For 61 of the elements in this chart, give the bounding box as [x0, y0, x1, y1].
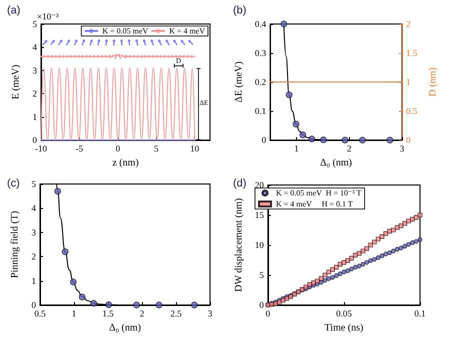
y-tick-label: 0: [32, 300, 36, 310]
x-tick-label: 2.5: [170, 308, 182, 318]
y-tick-label: 0.1: [254, 106, 266, 116]
x-tick-label: 3: [208, 308, 213, 318]
x-tick-label: 2: [140, 308, 144, 318]
y-tick-label: 20: [254, 180, 264, 190]
y-tick-label: 4: [32, 203, 36, 214]
y2-tick-label: 1.5: [406, 48, 418, 58]
y-tick-label: 2: [32, 88, 37, 99]
chart-title: (a): [7, 4, 20, 16]
x-tick-label: 10: [190, 144, 200, 154]
legend-label: K = 4 meV H = 0.1 T: [276, 200, 353, 208]
y-tick-label: 15: [254, 210, 264, 220]
chart-title: (b): [233, 4, 246, 16]
y-axis-title: E (meV): [10, 64, 22, 100]
y2-tick-label: 0: [406, 135, 411, 146]
x-tick-label: 0: [116, 144, 121, 154]
x-tick-label: 0.5: [34, 308, 46, 318]
x-tick-label: 1: [294, 144, 299, 154]
x-tick-label: -5: [76, 144, 84, 154]
x-tick-label: 0.05: [336, 308, 352, 318]
x-tick-label: 1: [72, 308, 76, 318]
x-tick-label: 2: [347, 144, 352, 154]
y2-axis-title: D (nm): [428, 67, 439, 97]
x-tick-label: 3: [400, 144, 405, 154]
y-tick-label: 5: [32, 19, 38, 29]
legend-label: K = 4 meV: [169, 26, 206, 36]
y-tick-label: 1: [32, 276, 36, 286]
y-tick-label: 0: [32, 135, 38, 146]
y-axis-title: DW displacement (nm): [234, 198, 244, 292]
chart-title: (d): [233, 178, 246, 190]
y-tick-label: 4: [32, 42, 38, 52]
y-tick-label: 1: [32, 112, 37, 122]
text: ×10⁻³: [37, 12, 59, 22]
y-axis-title: Pinning field (T): [10, 210, 20, 278]
y-tick-label: 5: [32, 179, 36, 189]
y-tick-label: 5: [259, 270, 264, 280]
x-tick-label: 0.1: [414, 308, 426, 318]
y-axis-title: ΔE (meV): [234, 61, 244, 103]
y-tick-label: 3: [32, 227, 36, 238]
x-tick-label: 5: [154, 144, 159, 154]
x-tick-label: -10: [35, 144, 48, 154]
y-tick-label: 0.4: [254, 19, 267, 29]
y-tick-label: 0.3: [254, 48, 267, 58]
x-axis-title: Δ₀ (nm): [109, 322, 141, 334]
y2-tick-label: 0.5: [406, 106, 418, 116]
y-tick-label: 0: [262, 135, 267, 146]
y2-tick-label: 1: [406, 77, 410, 88]
y2-tick-label: 2: [406, 19, 410, 29]
x-axis-title: Δ₀ (nm): [320, 158, 352, 168]
y-tick-label: 2: [32, 252, 36, 262]
y-tick-label: 10: [254, 240, 264, 250]
x-axis-title: z (nm): [112, 158, 139, 168]
x-tick-label: 1.5: [102, 308, 114, 318]
x-axis-title: Time (ns): [324, 322, 364, 334]
legend-label: K = 0.05 meV H = 10⁻³ T: [276, 188, 362, 198]
chart-title: (c): [7, 178, 20, 190]
y-tick-label: 0: [259, 300, 264, 310]
legend-label: K = 0.05 meV: [102, 26, 148, 36]
y-tick-label: 3: [32, 65, 38, 76]
y-tick-label: 0.2: [254, 77, 266, 88]
